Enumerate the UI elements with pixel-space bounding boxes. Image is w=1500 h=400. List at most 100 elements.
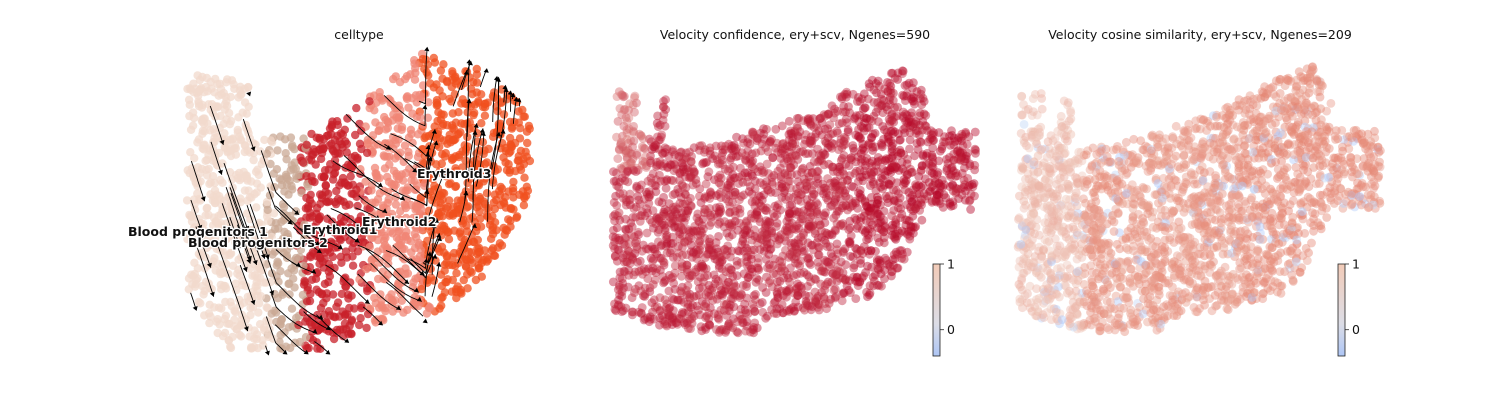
- confidence-point: [721, 326, 731, 335]
- confidence-point: [658, 102, 668, 112]
- confidence-point: [807, 192, 817, 202]
- confidence-point: [958, 141, 968, 151]
- confidence-point: [660, 176, 669, 186]
- confidence-point: [732, 327, 742, 336]
- confidence-point: [964, 132, 974, 142]
- confidence-point: [687, 152, 696, 161]
- confidence-point: [772, 287, 782, 297]
- confidence-point: [722, 250, 731, 260]
- confidence-point: [948, 186, 958, 196]
- confidence-point: [936, 181, 946, 191]
- confidence-point: [713, 212, 722, 222]
- confidence-point: [659, 209, 669, 219]
- confidence-point: [837, 118, 847, 128]
- cosine-point: [1060, 280, 1070, 290]
- confidence-point: [715, 158, 725, 168]
- confidence-point: [911, 119, 921, 129]
- cosine-point: [1043, 259, 1053, 269]
- cell-point-erythroid3: [482, 189, 492, 198]
- cell-point-erythroid3: [508, 184, 518, 193]
- confidence-point: [700, 233, 710, 243]
- confidence-point: [953, 136, 962, 146]
- cosine-point: [1103, 240, 1113, 250]
- confidence-point: [668, 314, 677, 323]
- confidence-point: [754, 191, 764, 201]
- confidence-point: [699, 147, 709, 157]
- confidence-point: [728, 272, 738, 281]
- confidence-point: [720, 287, 730, 296]
- confidence-point: [830, 178, 840, 188]
- confidence-point: [678, 162, 688, 172]
- confidence-point: [890, 73, 900, 83]
- cell-point-erythroid2: [363, 135, 372, 145]
- cell-point-blood-progenitors-1: [216, 269, 225, 279]
- confidence-point: [774, 181, 784, 191]
- cosine-point: [1331, 126, 1341, 135]
- cosine-point: [1019, 120, 1029, 129]
- confidence-point: [876, 200, 885, 210]
- cosine-point: [1208, 154, 1218, 164]
- confidence-point: [638, 134, 648, 144]
- cell-point-erythroid1: [338, 307, 347, 316]
- cell-point-erythroid3: [428, 216, 437, 225]
- confidence-point: [960, 154, 970, 164]
- confidence-point: [808, 114, 818, 123]
- confidence-point: [832, 181, 842, 191]
- confidence-point: [785, 142, 794, 151]
- confidence-point: [886, 88, 896, 98]
- confidence-point: [960, 180, 969, 190]
- confidence-point: [705, 194, 715, 203]
- confidence-point: [703, 287, 713, 297]
- confidence-point: [846, 231, 856, 241]
- velocity-streamline: [242, 118, 255, 152]
- confidence-point: [689, 292, 699, 302]
- confidence-point: [676, 193, 686, 202]
- cell-point-erythroid3: [488, 223, 498, 232]
- cell-point-erythroid3: [438, 188, 447, 198]
- confidence-point: [859, 242, 869, 251]
- cosine-point: [1062, 160, 1072, 170]
- confidence-point: [791, 225, 801, 234]
- confidence-point: [901, 116, 910, 126]
- confidence-point: [879, 227, 889, 237]
- cell-point-erythroid3: [482, 253, 492, 262]
- cell-point-erythroid3: [472, 64, 481, 74]
- confidence-point: [860, 156, 870, 166]
- confidence-point: [685, 271, 695, 280]
- cosine-point: [1129, 241, 1138, 251]
- confidence-point: [886, 126, 896, 136]
- confidence-point: [888, 139, 898, 149]
- velocity-streamline: [362, 306, 381, 323]
- confidence-point: [858, 172, 867, 182]
- confidence-point: [692, 291, 701, 301]
- cosine-point: [1239, 244, 1249, 254]
- confidence-point: [867, 116, 877, 126]
- confidence-point: [834, 162, 844, 172]
- confidence-point: [652, 157, 661, 167]
- confidence-point: [891, 220, 901, 229]
- confidence-point: [921, 121, 931, 131]
- confidence-point: [891, 215, 901, 225]
- confidence-point: [702, 157, 712, 167]
- cell-point-erythroid2: [401, 264, 410, 273]
- confidence-point: [619, 105, 629, 115]
- confidence-point: [762, 177, 771, 187]
- cell-point-blood-progenitors-1: [245, 148, 255, 157]
- confidence-point: [903, 170, 912, 179]
- confidence-point: [750, 295, 760, 304]
- confidence-point: [820, 285, 830, 295]
- confidence-point: [821, 239, 831, 248]
- confidence-point: [668, 214, 678, 224]
- confidence-point: [632, 242, 641, 252]
- cell-point-blood-progenitors-2: [280, 227, 289, 237]
- confidence-point: [724, 302, 734, 312]
- confidence-point: [612, 201, 622, 210]
- cosine-point: [1296, 154, 1306, 164]
- streamline-arrow: [419, 270, 425, 276]
- confidence-point: [701, 299, 711, 308]
- cosine-point: [1309, 214, 1318, 224]
- confidence-point: [678, 199, 688, 209]
- confidence-point: [873, 218, 883, 228]
- confidence-point: [796, 214, 806, 224]
- confidence-point: [887, 267, 897, 277]
